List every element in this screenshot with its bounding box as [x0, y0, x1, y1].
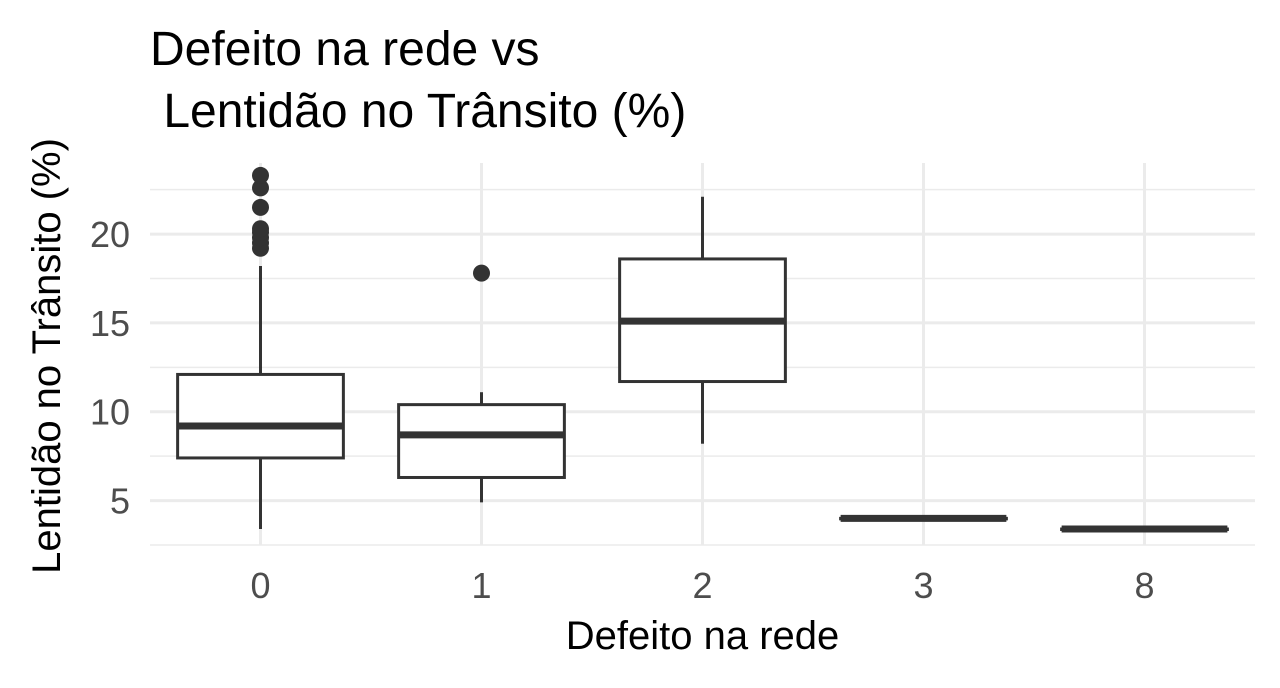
box-2 — [618, 196, 787, 444]
box-iqr — [176, 372, 345, 460]
box-1 — [397, 264, 566, 503]
y-tick-labels: 5 10 15 20 — [90, 214, 130, 522]
y-tick-label: 20 — [90, 214, 130, 255]
box-3 — [839, 514, 1008, 522]
x-tick-labels: 0 1 2 3 8 — [250, 565, 1154, 606]
y-axis-label: Lentidão no Trânsito (%) — [25, 138, 69, 574]
outlier-point — [252, 220, 269, 238]
chart-title-line-2: Lentidão no Trânsito (%) — [150, 85, 687, 138]
box-iqr — [397, 403, 566, 479]
boxplot-series — [176, 166, 1229, 533]
box-0 — [176, 166, 345, 530]
x-tick-label: 2 — [692, 565, 712, 606]
y-tick-label: 15 — [90, 303, 130, 344]
chart-title-line-1: Defeito na rede vs — [150, 23, 540, 76]
x-axis-label: Defeito na rede — [565, 614, 840, 658]
outlier-point — [252, 179, 269, 197]
y-tick-label: 5 — [110, 481, 130, 522]
outlier-point — [473, 264, 490, 282]
x-tick-label: 1 — [471, 565, 491, 606]
box-8 — [1060, 525, 1229, 533]
outlier-point — [252, 198, 269, 216]
x-tick-label: 8 — [1134, 565, 1154, 606]
y-tick-label: 10 — [90, 392, 130, 433]
x-tick-label: 3 — [913, 565, 933, 606]
outlier-point — [252, 166, 269, 184]
x-tick-label: 0 — [250, 565, 270, 606]
